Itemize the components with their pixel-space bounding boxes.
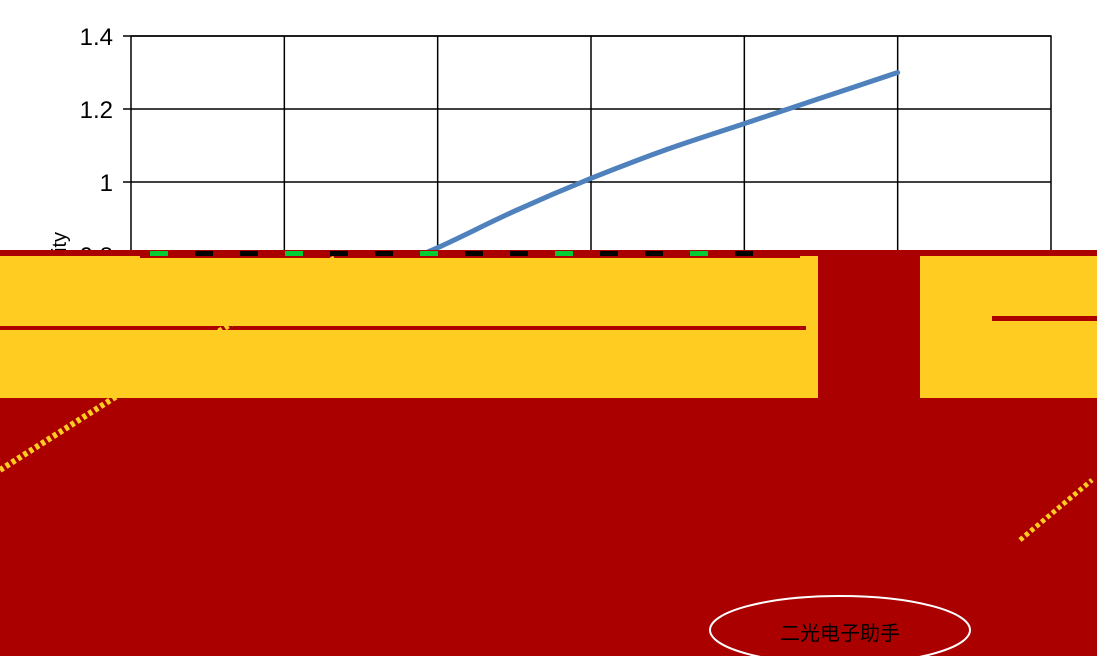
y-tick-labels: 1.41.210.8 — [80, 24, 113, 270]
overlay-speckle — [420, 251, 438, 256]
overlay-red-stripe — [0, 326, 806, 330]
y-tick-label: 1.4 — [80, 24, 113, 51]
overlay-speckle — [510, 251, 528, 256]
overlay-speckle — [645, 251, 663, 256]
overlay-artifact-column — [900, 256, 918, 406]
overlay-speckle — [555, 251, 573, 256]
corrupted-overlay — [0, 250, 1097, 656]
y-tick-label: 1.2 — [80, 97, 113, 124]
overlay-speckle — [735, 251, 753, 256]
overlay-red-stripe-right — [992, 316, 1097, 321]
y-tick-label: 1 — [100, 170, 113, 197]
overlay-speckle — [285, 251, 303, 256]
overlay-speckle — [690, 251, 708, 256]
overlay-diagonal — [0, 255, 337, 473]
overlay-diagonal-right — [1018, 478, 1094, 542]
watermark-text: 二光电子助手 — [780, 622, 900, 645]
overlay-yellow-right — [920, 256, 1097, 398]
overlay-speckle — [600, 251, 618, 256]
overlay-speckle — [375, 251, 393, 256]
overlay-speckle — [330, 251, 348, 256]
overlay-speckle — [150, 251, 168, 256]
watermark: 二光电子助手 — [709, 595, 971, 656]
overlay-speckle — [195, 251, 213, 256]
overlay-speckle — [240, 251, 258, 256]
overlay-speckle — [465, 251, 483, 256]
watermark-ellipse — [709, 595, 971, 656]
